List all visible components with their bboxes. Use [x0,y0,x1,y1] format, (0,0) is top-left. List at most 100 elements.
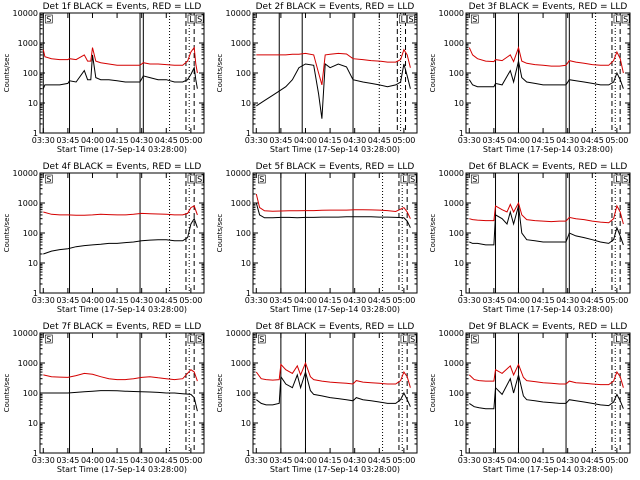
x-tick-label: 04:15 [532,296,555,305]
x-tick-label: 04:30 [343,136,366,145]
saa-marker-box [44,334,53,344]
saa-marker-box [470,14,479,24]
saa-marker-label: S [472,15,477,24]
panel-title: Det 3f BLACK = Events, RED = LLD [469,2,628,12]
detector-panel: Det 2f BLACK = Events, RED = LLD 1 10 100 10… [216,2,418,154]
y-tick-label: 1000 [444,359,464,368]
y-tick-label: 1 [246,289,251,298]
lld-series-line [255,361,411,388]
y-tick-label: 1000 [231,199,251,208]
y-axis-label: Counts/sec [429,374,437,413]
saa-marker-box [187,334,196,344]
y-axis-label: Counts/sec [3,54,11,93]
x-tick-label: 03:45 [269,136,292,145]
y-tick-label: 10000 [13,329,38,338]
x-tick-label: 03:45 [56,296,79,305]
x-tick-label: 04:00 [81,456,104,465]
x-tick-label: 04:30 [130,136,153,145]
y-tick-label: 100 [449,229,464,238]
x-tick-label: 04:00 [294,456,317,465]
saa-marker-box [399,14,407,24]
saa-marker-label: L [615,175,620,184]
x-tick-label: 03:30 [458,136,481,145]
plot-frame [465,172,631,294]
saa-marker-label: S [623,175,628,184]
saa-marker-box [613,334,622,344]
y-tick-label: 100 [236,389,251,398]
x-tick-label: 05:00 [179,136,202,145]
saa-marker-box [400,174,409,184]
x-tick-label: 04:15 [319,136,342,145]
y-tick-label: 10 [28,99,38,108]
saa-marker-box [400,334,409,344]
x-tick-label: 03:30 [458,456,481,465]
y-tick-label: 1 [246,129,251,138]
lld-series-line [43,205,198,216]
panel-title: Det 7f BLACK = Events, RED = LLD [43,322,202,332]
x-tick-label: 04:30 [130,296,153,305]
events-series-line [255,370,411,407]
x-tick-label: 04:45 [368,136,391,145]
panel-title: Det 2f BLACK = Events, RED = LLD [256,2,415,12]
x-tick-label: 04:15 [106,456,129,465]
x-tick-label: 04:00 [507,296,530,305]
detector-panel: Det 4f BLACK = Events, RED = LLD 1 10 100 10… [3,162,205,314]
y-tick-label: 10 [28,259,38,268]
x-axis-label: Start Time (17-Sep-14 03:28:00) [57,465,187,474]
events-series-line [469,205,624,246]
events-series-line [256,63,411,119]
x-tick-label: 04:15 [532,136,555,145]
x-axis-label: Start Time (17-Sep-14 03:28:00) [270,465,400,474]
x-tick-label: 04:15 [106,136,129,145]
detector-panel: Det 6f BLACK = Events, RED = LLD 1 10 100 10… [429,162,631,314]
detector-panel: Det 9f BLACK = Events, RED = LLD 1 10 100 10… [429,322,631,474]
x-tick-label: 04:45 [155,456,178,465]
saa-marker-box [257,334,266,344]
y-axis-label: Counts/sec [3,374,11,413]
y-tick-label: 100 [236,69,251,78]
saa-marker-box [613,174,622,184]
x-tick-label: 04:45 [581,136,604,145]
x-tick-label: 04:45 [368,456,391,465]
x-tick-label: 03:45 [269,296,292,305]
saa-marker-box [257,174,266,184]
y-tick-label: 1 [33,449,38,458]
saa-marker-label: S [410,335,415,344]
x-axis-label: Start Time (17-Sep-14 03:28:00) [483,145,613,154]
y-tick-label: 10000 [226,329,251,338]
x-tick-label: 03:30 [245,296,268,305]
x-tick-label: 03:30 [458,296,481,305]
y-tick-label: 10000 [226,9,251,18]
x-axis-label: Start Time (17-Sep-14 03:28:00) [57,145,187,154]
events-series-line [255,202,411,228]
x-tick-label: 05:00 [605,136,628,145]
y-axis-label: Counts/sec [216,214,224,253]
y-tick-label: 10 [241,259,251,268]
x-tick-label: 04:15 [532,456,555,465]
detector-panel: Det 3f BLACK = Events, RED = LLD 1 10 100 10… [429,2,631,154]
x-tick-label: 04:00 [507,456,530,465]
x-tick-label: 03:45 [482,136,505,145]
x-tick-label: 03:30 [32,296,55,305]
y-tick-label: 10 [454,259,464,268]
events-series-line [469,374,624,410]
saa-marker-box [470,174,479,184]
y-axis-label: Counts/sec [3,214,11,253]
y-tick-label: 10000 [226,169,251,178]
saa-marker-label: L [615,15,620,24]
x-tick-label: 05:00 [605,296,628,305]
y-tick-label: 1000 [18,359,38,368]
saa-marker-label: S [46,175,51,184]
lld-series-line [469,201,624,225]
x-tick-label: 03:30 [32,456,55,465]
y-tick-label: 10000 [439,9,464,18]
saa-marker-box [470,334,479,344]
saa-marker-box [407,14,415,24]
x-axis-label: Start Time (17-Sep-14 03:28:00) [270,145,400,154]
panel-title: Det 8f BLACK = Events, RED = LLD [256,322,415,332]
lld-series-line [256,48,411,86]
x-tick-label: 04:30 [556,296,579,305]
x-tick-label: 04:30 [343,296,366,305]
y-tick-label: 1000 [18,199,38,208]
